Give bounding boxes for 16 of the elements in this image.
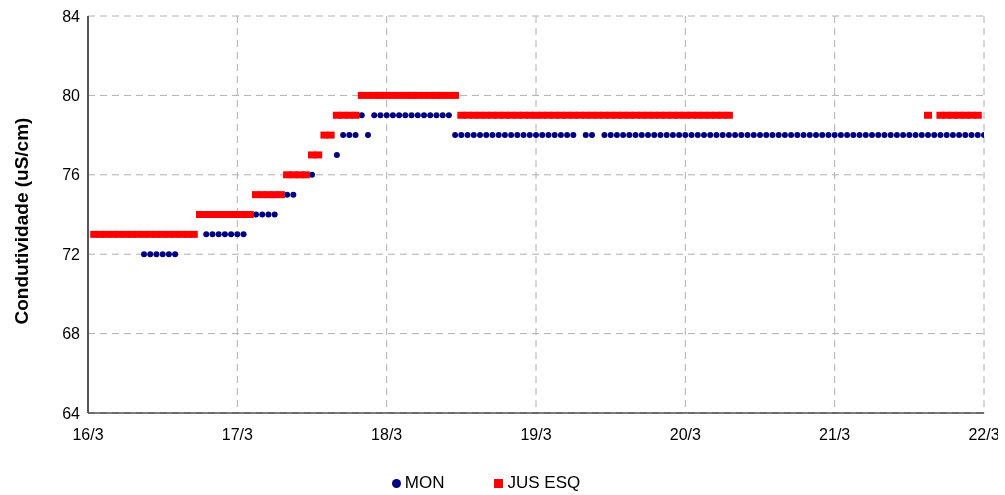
legend-label: JUS ESQ (507, 473, 581, 492)
y-tick-label: 80 (62, 87, 81, 105)
x-tick-label: 21/3 (819, 426, 851, 444)
x-tick-label: 19/3 (520, 426, 552, 444)
x-tick-label: 22/3 (968, 426, 1000, 444)
x-tick-label: 20/3 (669, 426, 702, 444)
y-axis-title: Condutividade (uS/cm) (10, 117, 32, 325)
x-tick-label: 18/3 (371, 426, 403, 444)
x-tick-label: 16/3 (72, 426, 104, 444)
y-tick-label: 68 (62, 325, 81, 343)
legend-label: MON (404, 473, 445, 492)
y-tick-label: 64 (62, 404, 81, 422)
y-tick-label: 76 (62, 166, 81, 184)
y-tick-label: 72 (62, 245, 81, 263)
y-tick-label: 84 (62, 7, 81, 25)
x-tick-label: 17/3 (221, 426, 254, 444)
